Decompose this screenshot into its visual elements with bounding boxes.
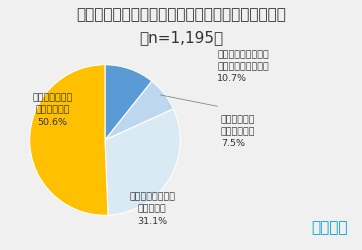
Wedge shape (30, 65, 108, 215)
Text: 地方移住したい
とは思わない
50.6%: 地方移住したい とは思わない 50.6% (32, 93, 73, 127)
Text: 地方移住を考えた
ことがある
31.1%: 地方移住を考えた ことがある 31.1% (129, 192, 175, 226)
Text: いずれは地方
移住をしたい
7.5%: いずれは地方 移住をしたい 7.5% (221, 115, 255, 148)
Wedge shape (105, 109, 180, 215)
Text: 地方（国内）移住についてどのように思いますか？: 地方（国内）移住についてどのように思いますか？ (76, 8, 286, 22)
Wedge shape (105, 81, 173, 140)
Text: すでに地方移住した
（したことがある）
10.7%: すでに地方移住した （したことがある） 10.7% (217, 50, 269, 83)
Wedge shape (105, 65, 152, 140)
Text: （n=1,195）: （n=1,195） (139, 30, 223, 45)
Text: エアトリ: エアトリ (311, 220, 348, 235)
